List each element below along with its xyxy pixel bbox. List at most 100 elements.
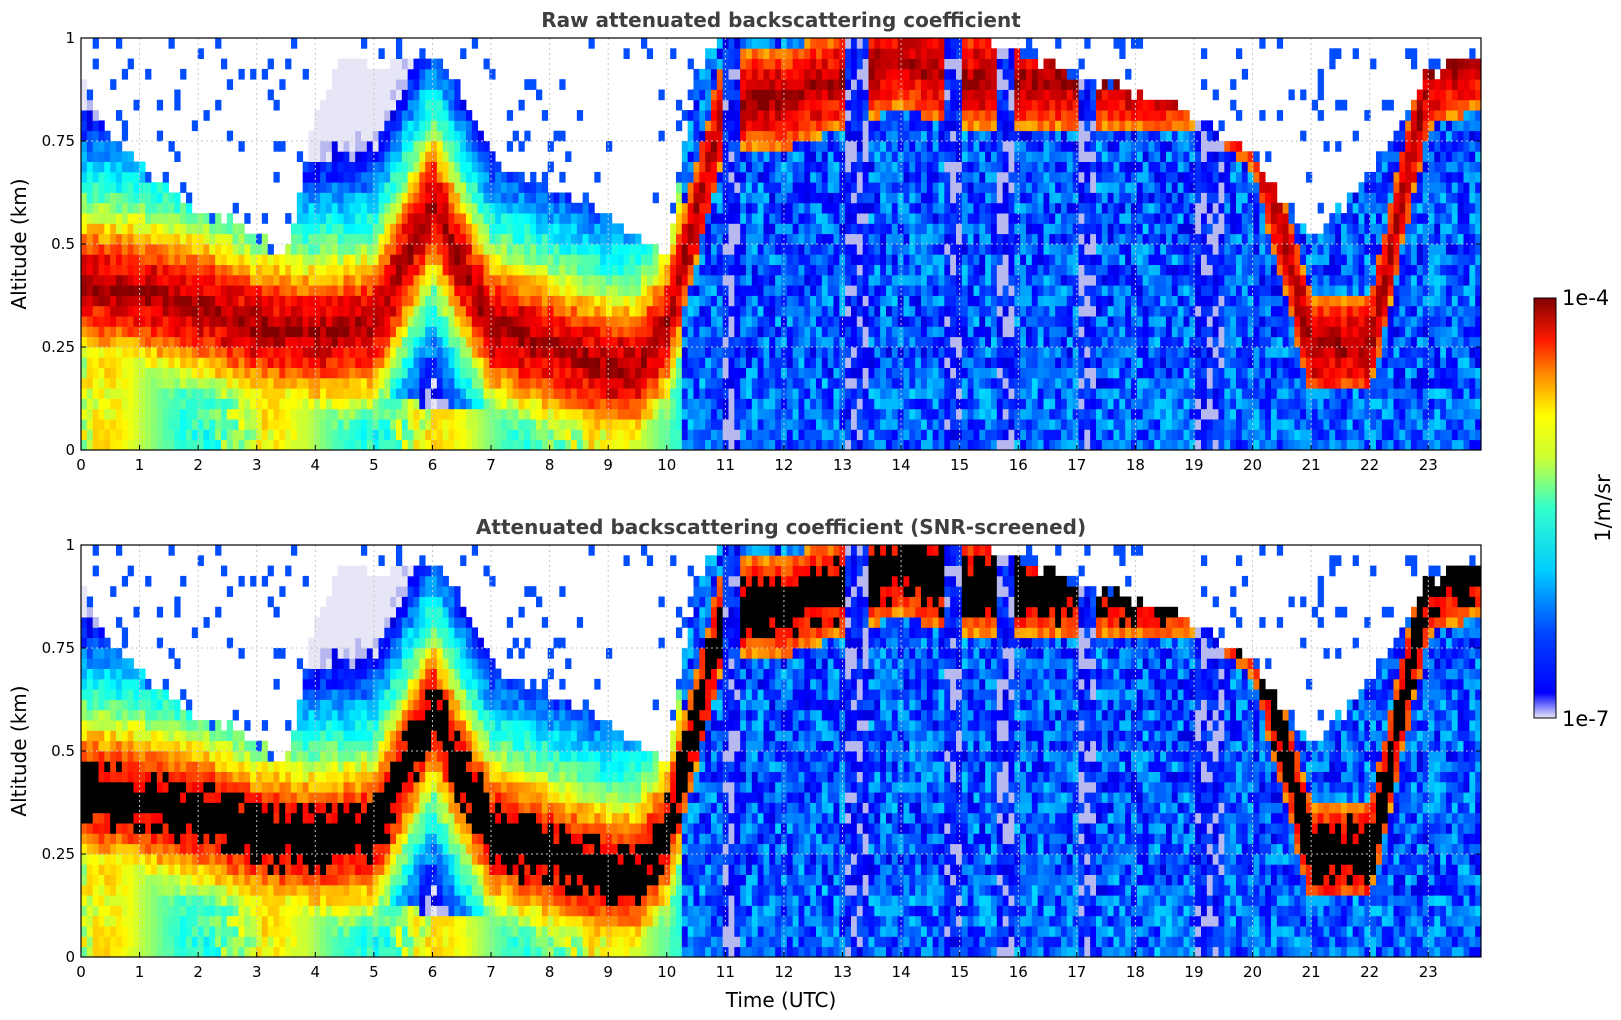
- heatmap-cell: [442, 223, 449, 235]
- heatmap-cell: [827, 439, 834, 450]
- heatmap-cell: [588, 274, 595, 286]
- heatmap-cell: [606, 357, 613, 368]
- heatmap-cell: [413, 377, 420, 389]
- heatmap-cell: [501, 274, 508, 286]
- heatmap-cell: [448, 377, 455, 389]
- heatmap-cell: [956, 305, 963, 317]
- heatmap-cell: [302, 244, 309, 255]
- heatmap-cell: [250, 316, 257, 327]
- heatmap-cell: [355, 295, 362, 307]
- heatmap-cell: [104, 151, 111, 162]
- heatmap-cell: [868, 429, 875, 441]
- heatmap-cell: [582, 254, 589, 265]
- heatmap-cell: [308, 439, 315, 450]
- heatmap-cell: [174, 213, 181, 224]
- heatmap-cell: [191, 388, 199, 399]
- heatmap-cell: [600, 254, 607, 265]
- heatmap-cell: [221, 429, 228, 441]
- heatmap-cell: [238, 419, 245, 430]
- heatmap-cell: [121, 171, 129, 183]
- heatmap-cell: [897, 295, 904, 307]
- heatmap-cell: [705, 305, 712, 317]
- heatmap-cell: [763, 151, 770, 162]
- heatmap-cell: [337, 316, 344, 327]
- heatmap-cell: [804, 141, 811, 152]
- heatmap-cell: [658, 388, 665, 399]
- heatmap-cell: [588, 336, 595, 348]
- heatmap-cell: [396, 110, 403, 121]
- heatmap-cell: [384, 429, 391, 441]
- heatmap-cell: [162, 264, 169, 276]
- heatmap-cell: [203, 377, 210, 389]
- heatmap-cell: [174, 151, 181, 162]
- heatmap-cell: [594, 244, 601, 255]
- heatmap-cell: [209, 388, 216, 399]
- heatmap-cell: [827, 254, 834, 265]
- heatmap-cell: [792, 285, 799, 296]
- heatmap-cell: [874, 79, 881, 90]
- heatmap-cell: [798, 141, 805, 152]
- heatmap-cell: [168, 316, 175, 327]
- heatmap-cell: [810, 171, 817, 183]
- heatmap-cell: [448, 398, 455, 410]
- heatmap-cell: [565, 326, 572, 338]
- heatmap-cell: [746, 130, 753, 142]
- heatmap-cell: [652, 316, 659, 327]
- heatmap-cell: [308, 398, 315, 410]
- heatmap-cell: [448, 233, 455, 245]
- heatmap-cell: [431, 357, 438, 368]
- heatmap-cell: [827, 89, 834, 101]
- heatmap-cell: [763, 79, 770, 90]
- heatmap-cell: [209, 347, 216, 358]
- heatmap-cell: [536, 192, 543, 204]
- heatmap-cell: [361, 192, 368, 204]
- heatmap-cell: [600, 274, 607, 286]
- heatmap-cell: [448, 264, 455, 276]
- heatmap-cell: [576, 357, 584, 368]
- heatmap-cell: [442, 347, 449, 358]
- heatmap-cell: [378, 182, 385, 193]
- heatmap-cell: [699, 213, 706, 224]
- heatmap-cell: [886, 161, 893, 173]
- heatmap-cell: [314, 377, 321, 389]
- heatmap-cell: [191, 398, 199, 410]
- heatmap-cell: [110, 233, 117, 245]
- heatmap-cell: [436, 120, 444, 132]
- heatmap-cell: [909, 357, 916, 368]
- heatmap-cell: [961, 192, 969, 204]
- heatmap-cell: [460, 336, 467, 348]
- heatmap-cell: [932, 233, 939, 245]
- heatmap-cell: [716, 398, 724, 410]
- heatmap-cell: [273, 357, 280, 368]
- heatmap-cell: [693, 110, 700, 121]
- heatmap-cell: [926, 439, 934, 450]
- heatmap-cell: [454, 171, 461, 183]
- heatmap-cell: [897, 182, 904, 193]
- heatmap-cell: [786, 429, 794, 441]
- heatmap-cell: [845, 223, 852, 235]
- heatmap-cell: [751, 347, 759, 358]
- heatmap-cell: [442, 326, 449, 338]
- heatmap-cell: [681, 408, 689, 420]
- heatmap-cell: [926, 161, 934, 173]
- heatmap-cell: [874, 419, 881, 430]
- heatmap-cell: [331, 89, 339, 101]
- heatmap-cell: [751, 130, 759, 142]
- heatmap-cell: [757, 151, 764, 162]
- heatmap-cell: [343, 336, 350, 348]
- heatmap-cell: [670, 377, 677, 389]
- heatmap-cell: [296, 254, 304, 265]
- heatmap-cell: [291, 377, 298, 389]
- heatmap-cell: [967, 408, 974, 420]
- heatmap-cell: [489, 357, 496, 368]
- heatmap-cell: [658, 326, 665, 338]
- heatmap-cell: [821, 254, 829, 265]
- heatmap-cell: [769, 151, 776, 162]
- heatmap-cell: [221, 377, 228, 389]
- heatmap-cell: [827, 151, 834, 162]
- heatmap-cell: [226, 336, 234, 348]
- heatmap-cell: [547, 254, 554, 265]
- heatmap-cell: [757, 58, 764, 70]
- heatmap-cell: [256, 347, 263, 358]
- heatmap-cell: [600, 326, 607, 338]
